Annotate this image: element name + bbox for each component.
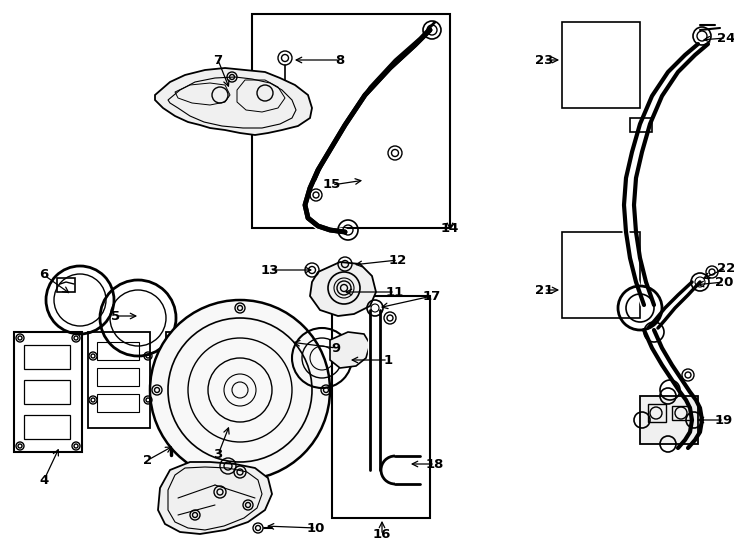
Circle shape bbox=[150, 300, 330, 480]
Text: 22: 22 bbox=[717, 261, 734, 274]
Bar bbox=[24, 345, 70, 369]
Polygon shape bbox=[155, 68, 312, 135]
Text: 11: 11 bbox=[386, 286, 404, 299]
Text: 2: 2 bbox=[143, 454, 153, 467]
Bar bbox=[640, 396, 698, 444]
Bar bbox=[166, 332, 228, 428]
Bar bbox=[88, 332, 150, 428]
Bar bbox=[14, 332, 82, 452]
Bar bbox=[24, 415, 70, 439]
Bar bbox=[562, 22, 640, 108]
Text: 20: 20 bbox=[715, 275, 733, 288]
Bar bbox=[672, 406, 690, 420]
Text: 14: 14 bbox=[441, 221, 459, 234]
Bar bbox=[175, 394, 217, 412]
Text: 13: 13 bbox=[261, 264, 279, 276]
Text: 7: 7 bbox=[214, 53, 222, 66]
Text: 17: 17 bbox=[423, 289, 441, 302]
Bar bbox=[562, 232, 640, 318]
Text: 4: 4 bbox=[40, 474, 48, 487]
Text: 21: 21 bbox=[535, 284, 553, 296]
Polygon shape bbox=[330, 332, 370, 368]
Text: 23: 23 bbox=[535, 53, 553, 66]
Text: 5: 5 bbox=[112, 309, 120, 322]
Bar bbox=[97, 342, 139, 360]
Text: 15: 15 bbox=[323, 179, 341, 192]
Polygon shape bbox=[310, 262, 376, 316]
Text: 8: 8 bbox=[335, 53, 345, 66]
Bar bbox=[175, 368, 217, 386]
Text: 19: 19 bbox=[715, 414, 733, 427]
Bar bbox=[648, 404, 666, 422]
Text: 16: 16 bbox=[373, 529, 391, 540]
Text: 10: 10 bbox=[307, 522, 325, 535]
Bar bbox=[57, 278, 75, 292]
Bar bbox=[97, 394, 139, 412]
Text: 3: 3 bbox=[214, 449, 222, 462]
Text: 1: 1 bbox=[383, 354, 393, 367]
Text: 12: 12 bbox=[389, 253, 407, 267]
Text: 6: 6 bbox=[40, 268, 48, 281]
Text: 24: 24 bbox=[717, 31, 734, 44]
Bar bbox=[252, 14, 450, 228]
Bar bbox=[24, 380, 70, 404]
Bar bbox=[630, 118, 652, 132]
Text: 9: 9 bbox=[332, 341, 341, 354]
Polygon shape bbox=[158, 462, 272, 534]
Bar bbox=[97, 368, 139, 386]
Bar bbox=[175, 342, 217, 360]
Text: 18: 18 bbox=[426, 457, 444, 470]
Bar bbox=[332, 296, 430, 518]
